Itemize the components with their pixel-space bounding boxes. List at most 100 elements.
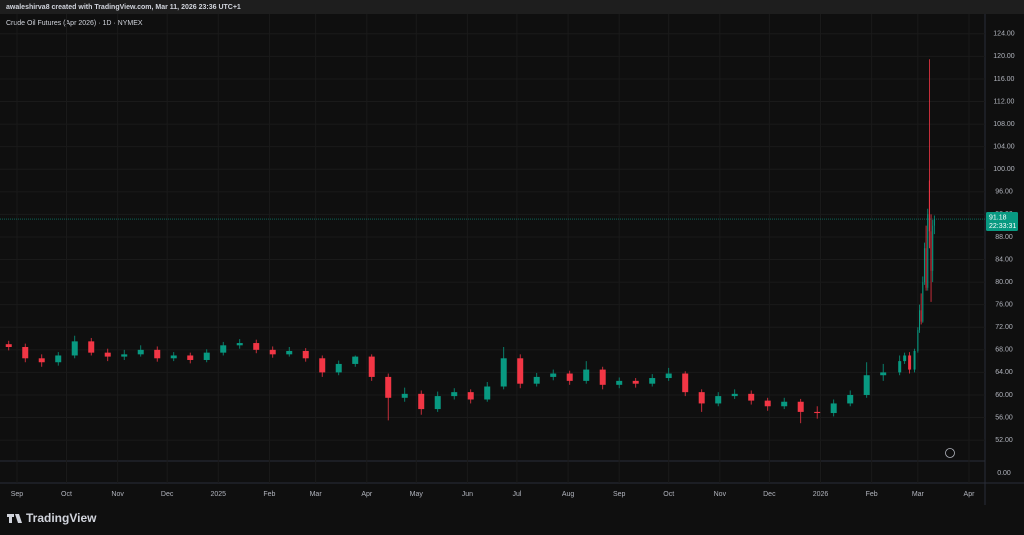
candle-body bbox=[903, 355, 907, 362]
candle-body bbox=[649, 378, 656, 384]
candle-body bbox=[880, 372, 887, 376]
x-tick-label: Feb bbox=[263, 491, 275, 498]
candle-body bbox=[933, 219, 935, 226]
y-tick-label: 76.00 bbox=[995, 302, 1013, 309]
x-tick-label: 2026 bbox=[813, 491, 829, 498]
candle-body bbox=[922, 282, 924, 322]
candle-body bbox=[22, 347, 29, 359]
y-tick-label: 100.00 bbox=[993, 166, 1015, 173]
candle-body bbox=[583, 369, 590, 381]
candle-body bbox=[368, 356, 375, 377]
candle-body bbox=[5, 344, 12, 348]
candle-body bbox=[932, 225, 934, 271]
x-tick-label: Apr bbox=[964, 491, 976, 498]
candle-body bbox=[434, 396, 441, 410]
candle-body bbox=[269, 349, 276, 355]
x-tick-label: Dec bbox=[161, 491, 174, 498]
y-tick-label: 72.00 bbox=[995, 324, 1013, 331]
x-tick-label: Aug bbox=[562, 491, 575, 498]
candle-body bbox=[920, 310, 922, 322]
candle-body bbox=[682, 373, 689, 393]
candle-body bbox=[71, 341, 78, 356]
candle-body bbox=[748, 393, 755, 401]
candle-body bbox=[863, 375, 870, 395]
x-tick-label: May bbox=[410, 491, 424, 498]
x-tick-label: Sep bbox=[613, 491, 626, 498]
candle-body bbox=[187, 355, 194, 360]
top-bar bbox=[0, 0, 1024, 14]
y-tick-label: 64.00 bbox=[995, 369, 1013, 376]
candle-body bbox=[220, 345, 227, 353]
candle-body bbox=[170, 355, 177, 359]
candle-body bbox=[385, 376, 392, 398]
candle-body bbox=[616, 380, 623, 385]
candle-body bbox=[698, 392, 705, 404]
candle-body bbox=[352, 356, 359, 364]
candle-body bbox=[764, 400, 771, 407]
candle-body bbox=[797, 401, 804, 412]
logo-text: TradingView bbox=[26, 511, 97, 525]
candle-body bbox=[253, 343, 260, 350]
y-tick-label: 84.00 bbox=[995, 256, 1013, 263]
candle-body bbox=[533, 376, 540, 384]
x-tick-label: Jun bbox=[462, 491, 473, 498]
candle-body bbox=[302, 350, 309, 359]
candle-body bbox=[930, 231, 932, 271]
candle-body bbox=[203, 352, 210, 360]
candle-body bbox=[928, 180, 930, 232]
y-tick-label: 88.00 bbox=[995, 234, 1013, 241]
candle-body bbox=[484, 386, 491, 400]
x-tick-label: Feb bbox=[866, 491, 878, 498]
x-tick-label: Sep bbox=[11, 491, 24, 498]
x-tick-label: Apr bbox=[361, 491, 373, 498]
x-tick-label: 2025 bbox=[210, 491, 226, 498]
candle-body bbox=[917, 330, 919, 351]
candle-body bbox=[286, 350, 293, 355]
last-price-box bbox=[986, 212, 1018, 232]
header-text: awaleshirva8 created with TradingView.co… bbox=[6, 4, 241, 11]
candle-body bbox=[731, 393, 738, 397]
x-tick-label: Nov bbox=[111, 491, 124, 498]
candle-body bbox=[632, 380, 639, 384]
candle-body bbox=[550, 373, 557, 377]
candle-body bbox=[418, 393, 425, 410]
candle-body bbox=[898, 361, 902, 373]
logo-mark bbox=[9, 514, 12, 523]
candle-body bbox=[88, 341, 95, 353]
y-tick-label: 124.00 bbox=[993, 31, 1015, 38]
candle-body bbox=[236, 343, 243, 346]
candle-body bbox=[923, 248, 925, 283]
candle-body bbox=[927, 214, 929, 288]
y-tick-label: 112.00 bbox=[994, 98, 1015, 105]
y-tick-label: 68.00 bbox=[995, 347, 1013, 354]
y-tick-label: 52.00 bbox=[995, 437, 1013, 444]
y-tick-label: 108.00 bbox=[993, 121, 1015, 128]
last-price-label: 91.18 bbox=[989, 214, 1007, 221]
candle-body bbox=[566, 373, 573, 381]
y-tick-label: 96.00 bbox=[995, 189, 1013, 196]
candle-body bbox=[913, 350, 916, 370]
candle-body bbox=[137, 349, 144, 355]
candle-body bbox=[517, 358, 524, 384]
y-tick-label: 56.00 bbox=[995, 414, 1013, 421]
candle-body bbox=[38, 358, 45, 363]
y-tick-label: 104.00 bbox=[993, 144, 1015, 151]
candle-body bbox=[781, 401, 788, 407]
y-tick-label: 80.00 bbox=[995, 279, 1013, 286]
x-tick-label: Dec bbox=[763, 491, 776, 498]
candle-body bbox=[925, 248, 927, 288]
candle-body bbox=[451, 392, 458, 397]
y-tick-label: 120.00 bbox=[993, 53, 1015, 60]
candle-body bbox=[715, 396, 722, 404]
x-tick-label: Oct bbox=[61, 491, 72, 498]
candle-body bbox=[467, 392, 474, 400]
y-tick-label: 0.00 bbox=[997, 470, 1011, 477]
x-tick-label: Nov bbox=[714, 491, 727, 498]
candle-body bbox=[55, 355, 62, 363]
x-tick-label: Jul bbox=[512, 491, 521, 498]
logo-mark bbox=[15, 514, 22, 523]
alert-icon[interactable] bbox=[945, 448, 955, 458]
candle-body bbox=[154, 349, 161, 359]
